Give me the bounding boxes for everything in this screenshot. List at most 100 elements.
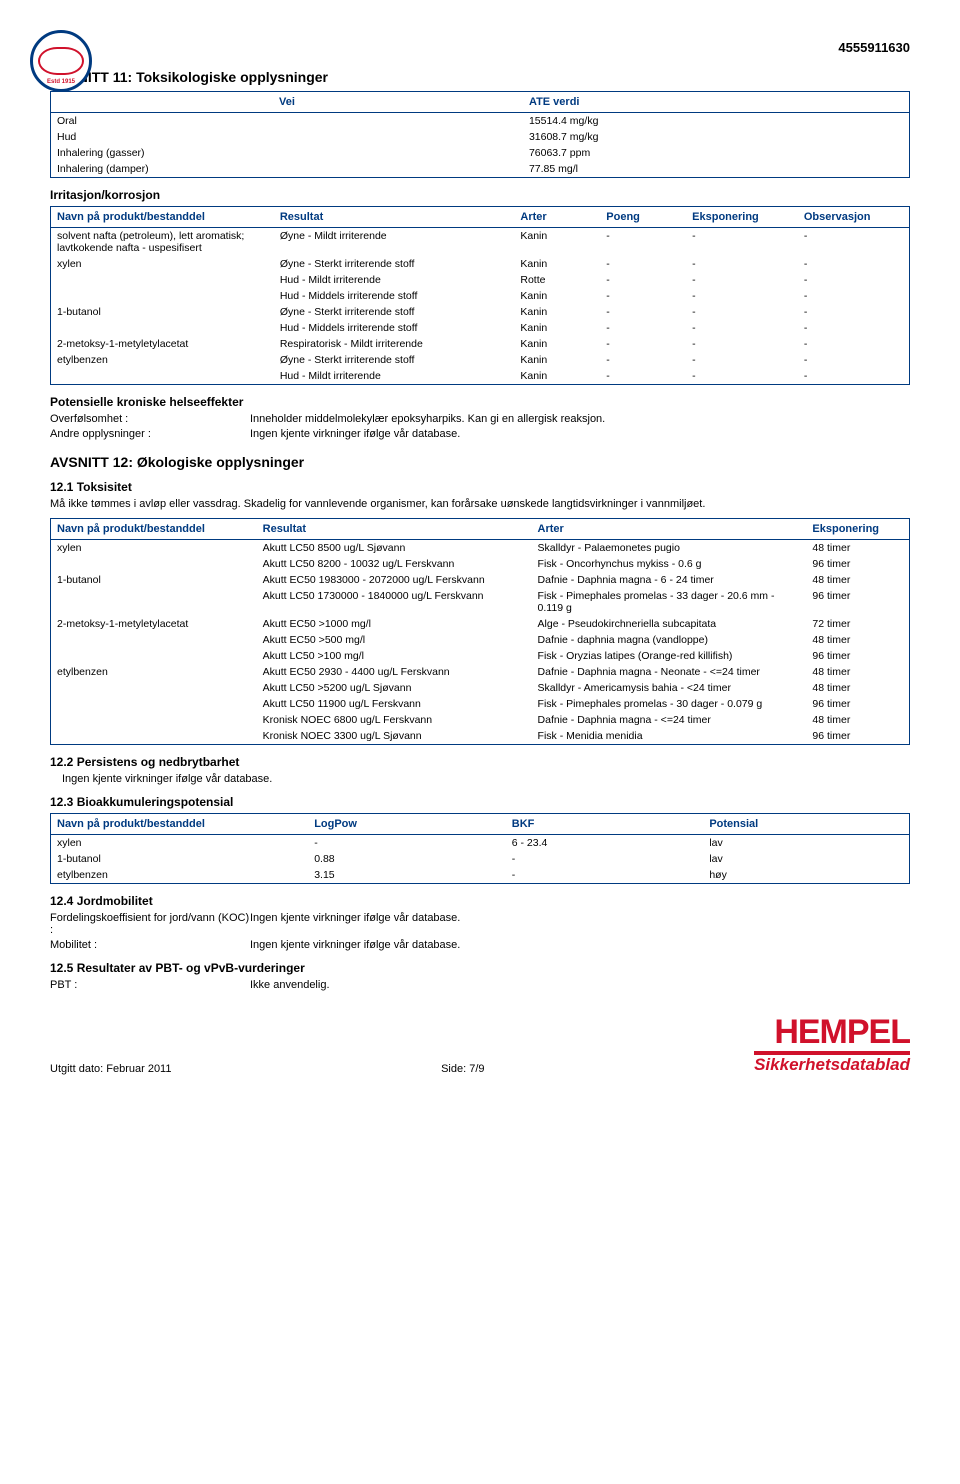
fordeling-value: Ingen kjente virkninger ifølge vår datab…	[250, 912, 910, 936]
table-row: xylen Akutt LC50 8500 ug/L Sjøvann Skall…	[51, 540, 910, 557]
irr-exposure: -	[686, 320, 798, 336]
tox-exposure: 48 timer	[806, 664, 909, 680]
tox-result: Akutt LC50 1730000 - 1840000 ug/L Ferskv…	[257, 588, 532, 616]
s12-3-title: 12.3 Bioakkumuleringspotensial	[50, 795, 910, 809]
irr-result: Hud - Middels irriterende stoff	[274, 288, 515, 304]
tox-species: Dafnie - Daphnia magna - Neonate - <=24 …	[532, 664, 807, 680]
s12-4-title: 12.4 Jordmobilitet	[50, 894, 910, 908]
irr-result: Øyne - Sterkt irriterende stoff	[274, 304, 515, 320]
irr-name	[51, 320, 274, 336]
irr-obs: -	[798, 368, 910, 385]
irr-species: Kanin	[514, 288, 600, 304]
irr-name	[51, 272, 274, 288]
irr-score: -	[600, 288, 686, 304]
irr-obs: -	[798, 336, 910, 352]
ate-vei: Oral	[51, 113, 523, 130]
irr-result: Hud - Mildt irriterende	[274, 272, 515, 288]
bio-bkf: -	[506, 851, 704, 867]
table-row: solvent nafta (petroleum), lett aromatis…	[51, 228, 910, 257]
tox-result: Akutt EC50 2930 - 4400 ug/L Ferskvann	[257, 664, 532, 680]
tox-name: etylbenzen	[51, 664, 257, 680]
tox-name: xylen	[51, 540, 257, 557]
tox-result: Akutt EC50 1983000 - 2072000 ug/L Ferskv…	[257, 572, 532, 588]
tox-species: Skalldyr - Palaemonetes pugio	[532, 540, 807, 557]
irr-result: Øyne - Sterkt irriterende stoff	[274, 352, 515, 368]
irr-score: -	[600, 304, 686, 320]
irr-obs: -	[798, 256, 910, 272]
bio-h1: Navn på produkt/bestanddel	[51, 814, 309, 835]
table-row: Akutt LC50 >5200 ug/L Sjøvann Skalldyr -…	[51, 680, 910, 696]
irr-name: xylen	[51, 256, 274, 272]
bio-name: etylbenzen	[51, 867, 309, 884]
irr-h2: Resultat	[274, 207, 515, 228]
tox-exposure: 96 timer	[806, 648, 909, 664]
ate-header-vei: Vei	[51, 92, 523, 113]
bio-logpow: -	[308, 835, 506, 852]
section-12-title: AVSNITT 12: Økologiske opplysninger	[50, 454, 910, 470]
irr-exposure: -	[686, 272, 798, 288]
bio-potential: lav	[703, 851, 909, 867]
tox-result: Akutt LC50 >100 mg/l	[257, 648, 532, 664]
table-row: Akutt LC50 1730000 - 1840000 ug/L Ferskv…	[51, 588, 910, 616]
irr-exposure: -	[686, 228, 798, 257]
tox-species: Dafnie - Daphnia magna - <=24 timer	[532, 712, 807, 728]
ate-verdi: 76063.7 ppm	[523, 145, 910, 161]
ate-header-verdi: ATE verdi	[523, 92, 910, 113]
tox-name	[51, 632, 257, 648]
irr-species: Kanin	[514, 352, 600, 368]
irr-species: Kanin	[514, 304, 600, 320]
pbt-value: Ikke anvendelig.	[250, 979, 910, 991]
irr-obs: -	[798, 228, 910, 257]
irr-h3: Arter	[514, 207, 600, 228]
overfolsomhet-row: Overfølsomhet : Inneholder middelmolekyl…	[50, 413, 910, 425]
irr-result: Hud - Middels irriterende stoff	[274, 320, 515, 336]
irr-result: Øyne - Mildt irriterende	[274, 228, 515, 257]
irr-score: -	[600, 320, 686, 336]
bio-bkf: -	[506, 867, 704, 884]
tox-name	[51, 696, 257, 712]
bioaccum-table: Navn på produkt/bestanddel LogPow BKF Po…	[50, 813, 910, 884]
mobilitet-row: Mobilitet : Ingen kjente virkninger iføl…	[50, 939, 910, 951]
tox-exposure: 48 timer	[806, 540, 909, 557]
table-row: Hud31608.7 mg/kg	[51, 129, 910, 145]
s12-2-title: 12.2 Persistens og nedbrytbarhet	[50, 755, 910, 769]
table-row: xylen - 6 - 23.4 lav	[51, 835, 910, 852]
irr-species: Kanin	[514, 256, 600, 272]
footer-date: Utgitt dato: Februar 2011	[50, 1063, 171, 1075]
ate-vei: Inhalering (damper)	[51, 161, 523, 178]
ate-verdi: 77.85 mg/l	[523, 161, 910, 178]
tox-h4: Eksponering	[806, 519, 909, 540]
irr-exposure: -	[686, 336, 798, 352]
irr-result: Øyne - Sterkt irriterende stoff	[274, 256, 515, 272]
fordeling-label: Fordelingskoeffisient for jord/vann (KOC…	[50, 912, 250, 936]
irr-name: solvent nafta (petroleum), lett aromatis…	[51, 228, 274, 257]
table-row: Akutt EC50 >500 mg/l Dafnie - daphnia ma…	[51, 632, 910, 648]
tox-name	[51, 680, 257, 696]
tox-exposure: 48 timer	[806, 680, 909, 696]
table-row: etylbenzen Øyne - Sterkt irriterende sto…	[51, 352, 910, 368]
tox-h3: Arter	[532, 519, 807, 540]
irr-obs: -	[798, 304, 910, 320]
tox-exposure: 48 timer	[806, 632, 909, 648]
table-row: Akutt LC50 11900 ug/L Ferskvann Fisk - P…	[51, 696, 910, 712]
tox-species: Fisk - Pimephales promelas - 30 dager - …	[532, 696, 807, 712]
irr-score: -	[600, 256, 686, 272]
pbt-label: PBT :	[50, 979, 250, 991]
s12-5-title: 12.5 Resultater av PBT- og vPvB-vurderin…	[50, 961, 910, 975]
irr-h6: Observasjon	[798, 207, 910, 228]
irritation-table: Navn på produkt/bestanddel Resultat Arte…	[50, 206, 910, 385]
footer-page: Side: 7/9	[441, 1063, 484, 1075]
tox-exposure: 48 timer	[806, 712, 909, 728]
bio-name: 1-butanol	[51, 851, 309, 867]
irr-name	[51, 368, 274, 385]
irr-obs: -	[798, 272, 910, 288]
irr-h5: Eksponering	[686, 207, 798, 228]
irritation-heading: Irritasjon/korrosjon	[50, 188, 910, 202]
irr-exposure: -	[686, 288, 798, 304]
table-row: Hud - Mildt irriterende Rotte - - -	[51, 272, 910, 288]
table-row: 1-butanol 0.88 - lav	[51, 851, 910, 867]
s12-1-title: 12.1 Toksisitet	[50, 480, 910, 494]
irr-score: -	[600, 368, 686, 385]
mobilitet-label: Mobilitet :	[50, 939, 250, 951]
irr-h1: Navn på produkt/bestanddel	[51, 207, 274, 228]
